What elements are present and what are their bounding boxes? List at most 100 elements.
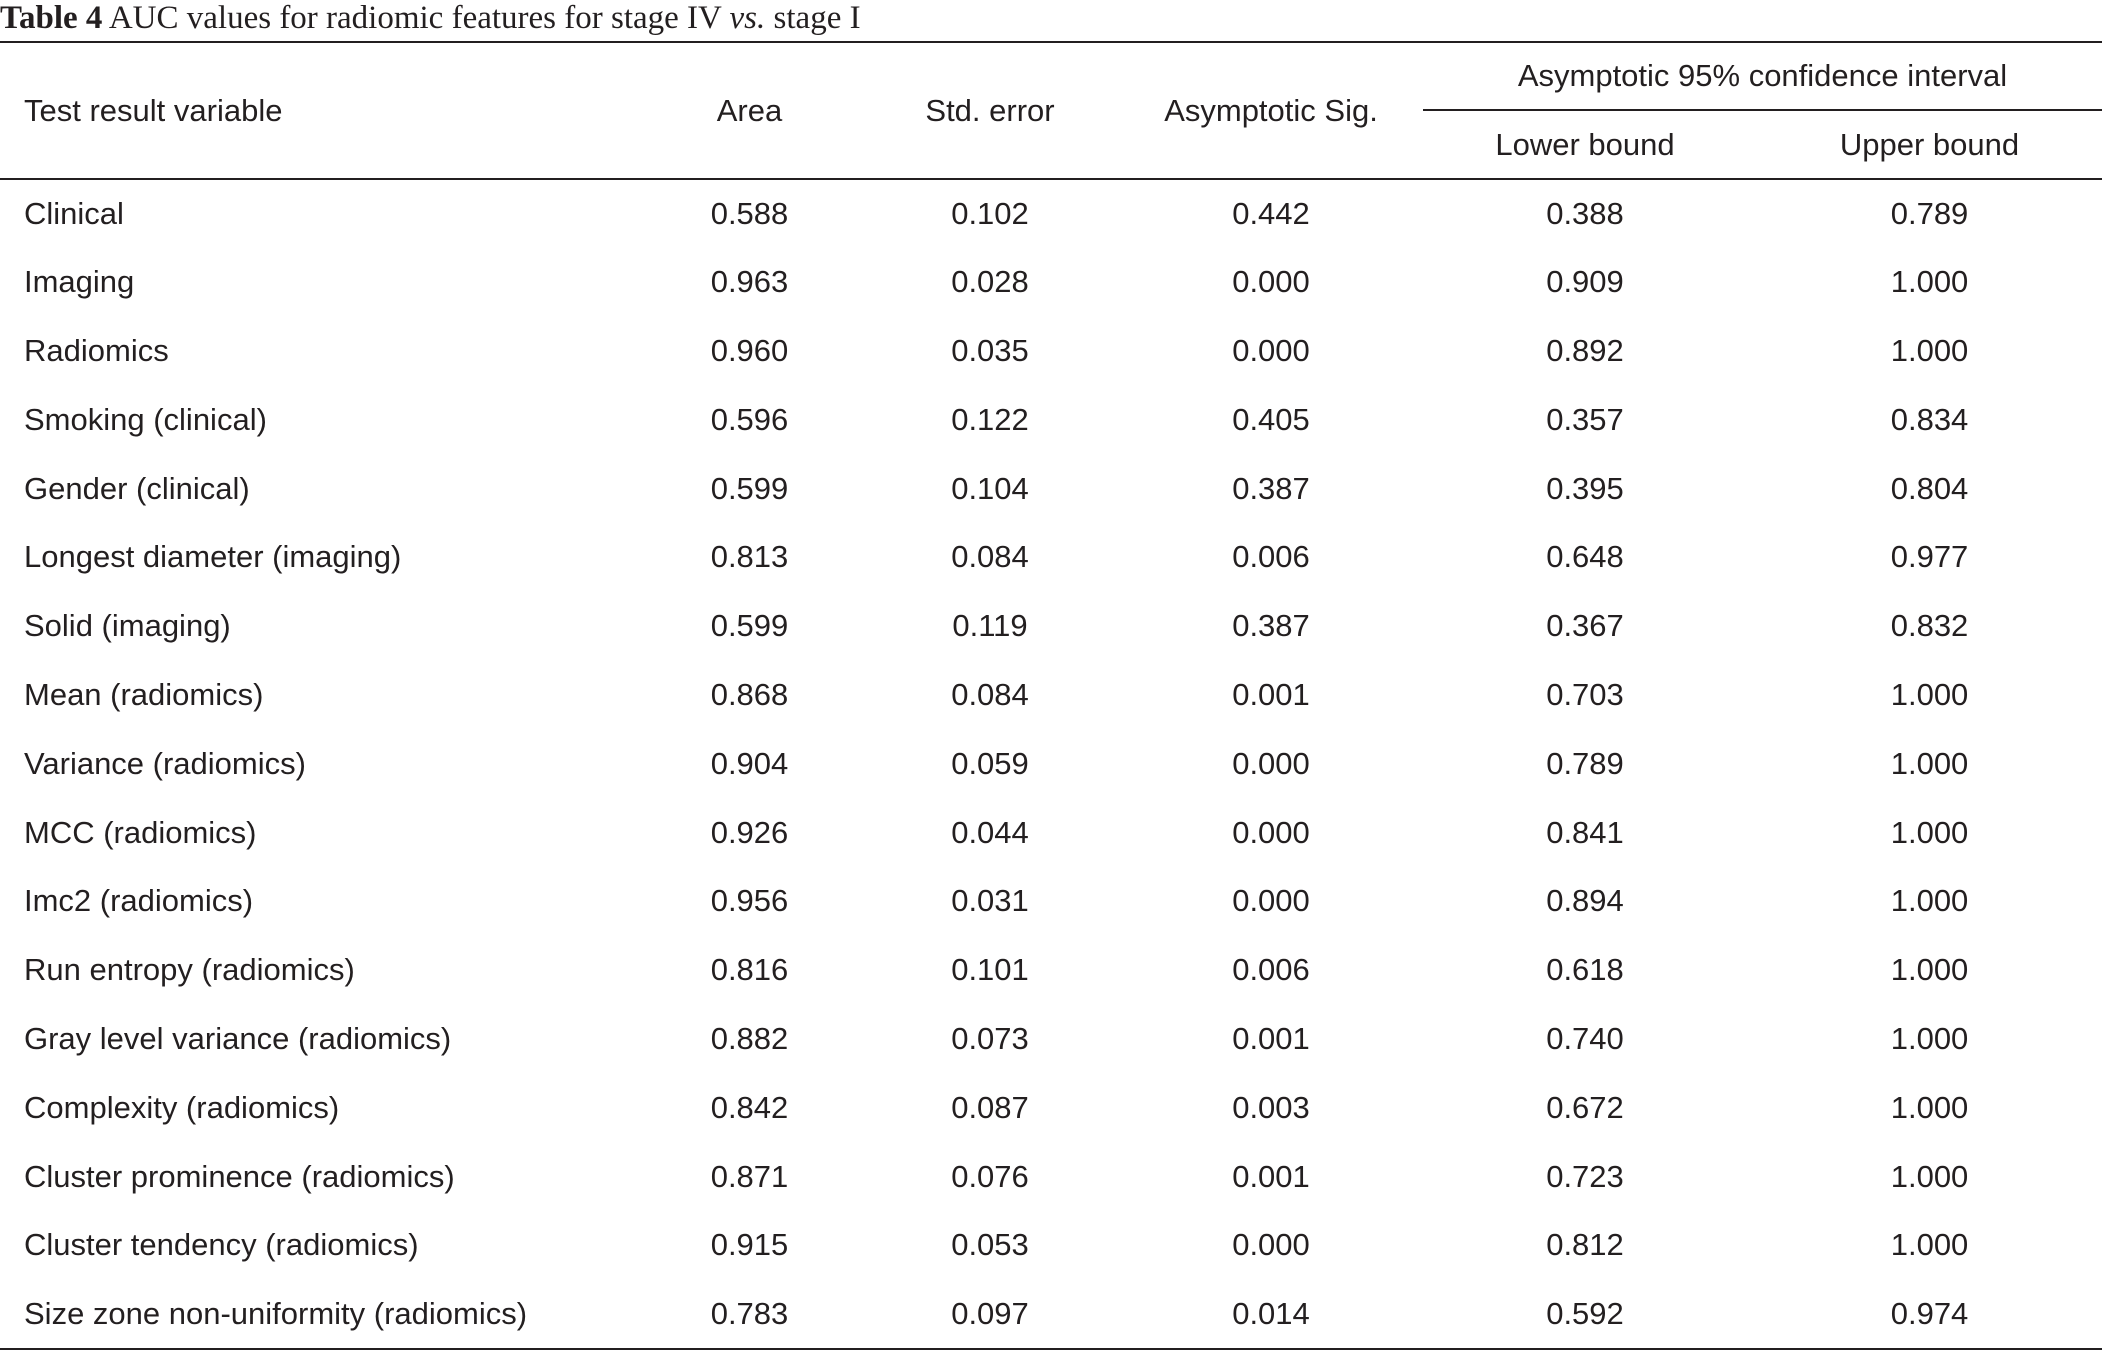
table-row: Cluster prominence (radiomics) 0.871 0.076…	[0, 1142, 2102, 1211]
cell-sig: 0.006	[1232, 952, 1310, 988]
cell-upper-bound: 1.000	[1890, 1020, 1969, 1056]
header-variable: Test result variable	[0, 41, 648, 180]
cell-sig: 0.006	[1232, 539, 1310, 575]
cell-sig: 0.000	[1232, 332, 1310, 368]
caption-text-after: stage I	[765, 0, 861, 36]
cell-upper-bound: 1.000	[1890, 952, 1969, 988]
cell-area: 0.904	[710, 745, 789, 781]
cell-lower-bound: 0.723	[1546, 1158, 1624, 1194]
table-row: Imc2 (radiomics) 0.956 0.031 0.000 0.894 1.00…	[0, 867, 2102, 936]
cell-variable: Cluster prominence (radiomics)	[24, 1158, 455, 1194]
cell-upper-bound: 0.804	[1890, 470, 1969, 506]
cell-upper-bound: 1.000	[1890, 264, 1969, 300]
table-row: Gender (clinical) 0.599 0.104 0.387 0.395 0.8…	[0, 454, 2102, 523]
cell-lower-bound: 0.892	[1546, 332, 1624, 368]
cell-upper-bound: 1.000	[1890, 676, 1969, 712]
cell-sig: 0.000	[1232, 1227, 1310, 1263]
cell-variable: Imaging	[24, 264, 135, 300]
cell-std-error: 0.073	[951, 1020, 1029, 1056]
cell-area: 0.813	[710, 539, 789, 575]
cell-sig: 0.003	[1232, 1089, 1310, 1125]
cell-upper-bound: 0.832	[1890, 608, 1969, 644]
cell-variable: Gender (clinical)	[24, 470, 250, 506]
cell-sig: 0.000	[1232, 745, 1310, 781]
caption-label: Table 4	[0, 0, 103, 36]
cell-area: 0.956	[710, 883, 789, 919]
cell-upper-bound: 1.000	[1890, 745, 1969, 781]
cell-upper-bound: 1.000	[1890, 883, 1969, 919]
cell-std-error: 0.076	[951, 1158, 1029, 1194]
cell-area: 0.960	[710, 332, 789, 368]
table-row: Complexity (radiomics) 0.842 0.087 0.003 0.6…	[0, 1073, 2102, 1142]
cell-variable: Mean (radiomics)	[24, 676, 264, 712]
table-body: Clinical 0.588 0.102 0.442 0.388 0.789 Imaging…	[0, 179, 2102, 1350]
table-row: Smoking (clinical) 0.596 0.122 0.405 0.357 0.…	[0, 385, 2102, 454]
cell-upper-bound: 1.000	[1890, 332, 1969, 368]
cell-std-error: 0.122	[951, 401, 1029, 437]
cell-std-error: 0.097	[851, 1279, 1129, 1350]
cell-area: 0.926	[710, 814, 789, 850]
caption-vs: vs.	[729, 0, 766, 36]
cell-sig: 0.442	[1232, 195, 1310, 231]
cell-variable: Solid (imaging)	[24, 608, 231, 644]
table-row: Gray level variance (radiomics) 0.882 0.07…	[0, 1005, 2102, 1074]
cell-lower-bound: 0.357	[1546, 401, 1624, 437]
cell-std-error: 0.087	[951, 1089, 1029, 1125]
cell-upper-bound: 0.977	[1890, 539, 1969, 575]
cell-lower-bound: 0.909	[1546, 264, 1624, 300]
cell-variable: Run entropy (radiomics)	[24, 952, 355, 988]
cell-area: 0.816	[710, 952, 789, 988]
cell-std-error: 0.119	[952, 608, 1028, 644]
cell-sig: 0.000	[1232, 883, 1310, 919]
cell-lower-bound: 0.395	[1546, 470, 1624, 506]
header-ci-group-cell: Asymptotic 95% confidence interval	[1413, 41, 2102, 111]
cell-lower-bound: 0.789	[1546, 745, 1624, 781]
header-area: Area	[648, 41, 851, 180]
table-caption: Table 4 AUC values for radiomic features…	[0, 0, 861, 40]
cell-variable: MCC (radiomics)	[24, 814, 257, 850]
cell-sig: 0.387	[1232, 470, 1310, 506]
cell-std-error: 0.044	[951, 814, 1029, 850]
cell-sig: 0.001	[1232, 1158, 1310, 1194]
cell-lower-bound: 0.894	[1546, 883, 1624, 919]
table-row: Clinical 0.588 0.102 0.442 0.388 0.789	[0, 179, 2102, 248]
cell-lower-bound: 0.648	[1546, 539, 1624, 575]
cell-area: 0.599	[710, 608, 789, 644]
cell-variable: Variance (radiomics)	[24, 745, 306, 781]
cell-sig: 0.014	[1129, 1279, 1413, 1350]
cell-upper-bound: 1.000	[1890, 1227, 1969, 1263]
cell-lower-bound: 0.672	[1546, 1089, 1624, 1125]
header-ci-group: Asymptotic 95% confidence interval	[1423, 43, 2102, 111]
header-sig: Asymptotic Sig.	[1129, 41, 1413, 180]
cell-area: 0.596	[710, 401, 789, 437]
table-row: Radiomics 0.960 0.035 0.000 0.892 1.000	[0, 317, 2102, 386]
cell-variable: Clinical	[24, 195, 124, 231]
table-row: Mean (radiomics) 0.868 0.084 0.001 0.703 1.00…	[0, 661, 2102, 730]
cell-area: 0.588	[710, 195, 789, 231]
cell-std-error: 0.035	[951, 332, 1029, 368]
cell-upper-bound: 1.000	[1890, 814, 1969, 850]
cell-area: 0.882	[710, 1020, 789, 1056]
cell-variable: Complexity (radiomics)	[24, 1089, 340, 1125]
cell-area: 0.868	[710, 676, 789, 712]
cell-variable: Cluster tendency (radiomics)	[24, 1227, 419, 1263]
cell-sig: 0.405	[1232, 401, 1310, 437]
cell-lower-bound: 0.592	[1413, 1279, 1757, 1350]
table-row: Size zone non-uniformity (radiomics) 0.78…	[0, 1279, 2102, 1350]
table-row: Longest diameter (imaging) 0.813 0.084 0.00…	[0, 523, 2102, 592]
cell-variable: Imc2 (radiomics)	[24, 883, 254, 919]
cell-std-error: 0.053	[951, 1227, 1029, 1263]
cell-upper-bound: 1.000	[1890, 1089, 1969, 1125]
cell-lower-bound: 0.841	[1546, 814, 1624, 850]
cell-variable: Gray level variance (radiomics)	[24, 1020, 452, 1056]
cell-lower-bound: 0.703	[1546, 676, 1624, 712]
cell-variable: Longest diameter (imaging)	[24, 539, 402, 575]
cell-lower-bound: 0.618	[1546, 952, 1624, 988]
cell-variable: Smoking (clinical)	[24, 401, 267, 437]
table-row: Solid (imaging) 0.599 0.119 0.387 0.367 0.832	[0, 592, 2102, 661]
table-header: Test result variable Area Std. error Asy…	[0, 41, 2102, 180]
header-lower-bound: Lower bound	[1413, 111, 1757, 180]
cell-upper-bound: 1.000	[1890, 1158, 1969, 1194]
cell-std-error: 0.059	[951, 745, 1029, 781]
cell-sig: 0.000	[1232, 814, 1310, 850]
